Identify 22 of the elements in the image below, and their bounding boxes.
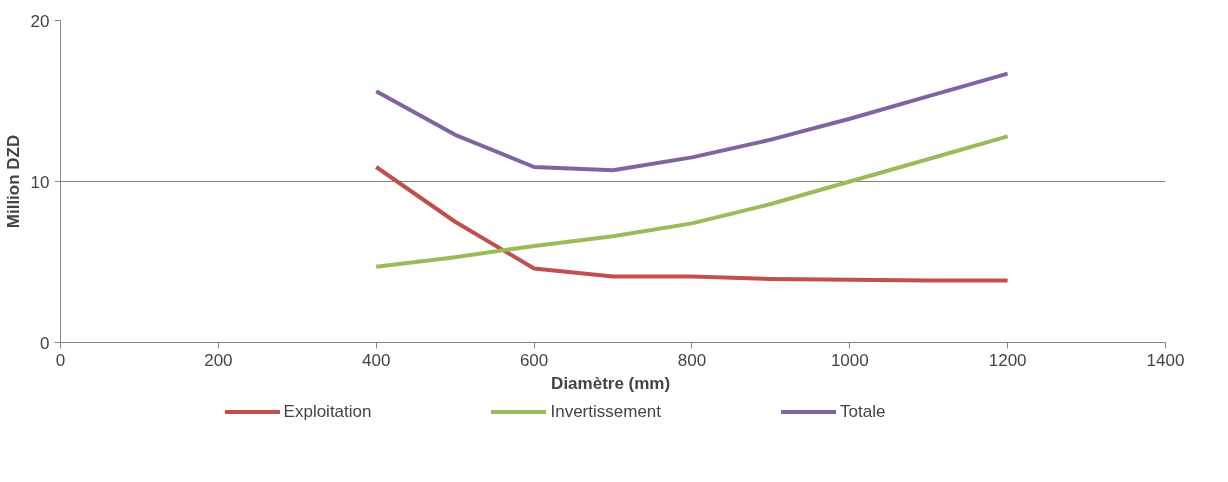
line-series [374,134,1010,269]
x-axis-title: Diamètre (mm) [551,373,671,393]
legend-item: Totale [781,400,886,425]
legend-label: Totale [840,401,886,423]
y-tick-label: 0 [40,333,50,353]
line-series [374,71,1010,173]
legend-item: Invertissement [491,400,662,425]
x-tick-label: 400 [362,350,391,370]
x-tick-label: 1400 [1146,350,1185,370]
x-tick-label: 1200 [988,350,1027,370]
x-tick-label: 600 [519,350,549,370]
y-tick-label: 10 [30,172,50,192]
x-tick-label: 1000 [830,350,869,370]
y-tick-label: 20 [30,11,50,31]
y-axis-title: Million DZD [3,134,23,229]
x-tick-label: 800 [677,350,707,370]
line-series [374,165,1010,283]
legend-item: Exploitation [224,400,372,425]
legend-label: Invertissement [550,401,662,423]
x-tick-label: 200 [204,350,233,370]
x-tick-label: 0 [55,350,66,370]
legend-label: Exploitation [283,401,372,423]
